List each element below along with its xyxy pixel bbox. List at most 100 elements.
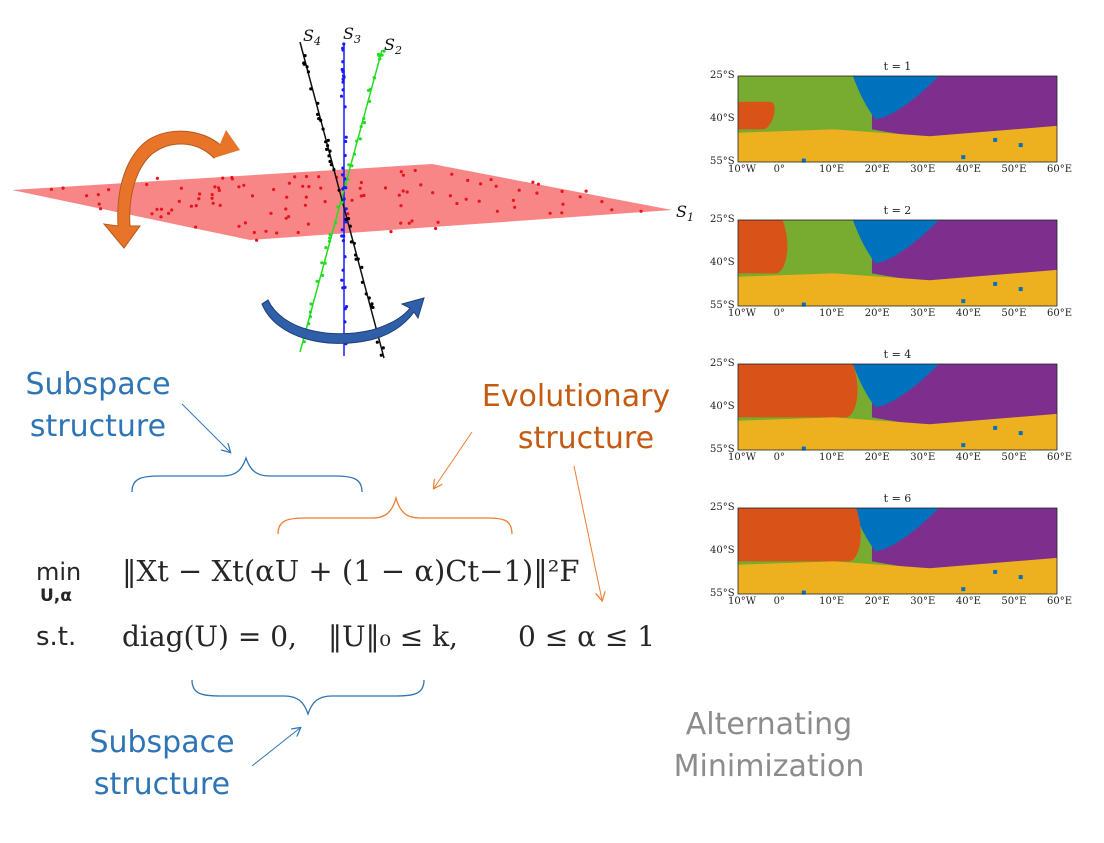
plane-point: [264, 229, 268, 233]
line-point: [340, 67, 344, 72]
region-orange: [738, 101, 775, 130]
plane-point: [284, 216, 288, 220]
x-tick: 10°W: [728, 596, 757, 607]
region-orange: [738, 508, 861, 562]
region-blue: [852, 76, 939, 119]
line-point: [320, 261, 324, 265]
line-point: [341, 70, 345, 74]
blue-speck: [801, 590, 806, 595]
plane-point: [536, 182, 541, 186]
map-frame: [737, 507, 1058, 595]
map-title: t = 4: [883, 348, 912, 361]
x-tick: 10°E: [819, 164, 845, 175]
line-point: [305, 65, 309, 69]
plane-point: [419, 183, 423, 187]
line-point: [341, 88, 345, 92]
plane-point: [230, 177, 234, 181]
map-frame: [737, 219, 1058, 307]
arrow-evolutionary-right: [573, 465, 602, 600]
x-tick: 10°E: [819, 308, 845, 319]
map-panel: t = 1 25°S 40°S 55°S 10°W 0° 10°E 20°E 30°E 40°E 5…: [700, 60, 1100, 208]
plane-point: [319, 186, 323, 190]
min-subscript: U,α: [40, 586, 72, 606]
plane-point: [179, 186, 183, 190]
line-point: [308, 315, 312, 319]
line-point: [342, 74, 346, 78]
plane-point: [194, 225, 198, 229]
y-tick: 25°S: [710, 214, 735, 225]
y-tick: 55°S: [710, 444, 735, 455]
subspace-bottom-brace: [191, 679, 425, 717]
x-tick: 50°E: [1001, 596, 1027, 607]
line-point: [348, 224, 352, 228]
line-point: [371, 305, 375, 310]
line-point: [355, 139, 359, 143]
line-point: [341, 80, 345, 84]
blue-speck: [1018, 143, 1023, 148]
map-panel: t = 6 25°S 40°S 55°S 10°W 0° 10°E 20°E 30°E 40°E 5…: [700, 492, 1100, 640]
plane-point: [217, 188, 221, 192]
constraint-diag: diag(U) = 0,: [122, 620, 297, 653]
region-yellow: [738, 269, 1057, 306]
map-plot: [737, 219, 1058, 307]
plane-point: [145, 182, 149, 187]
plane-point: [639, 209, 643, 213]
line-point: [315, 279, 319, 283]
blue-speck: [1018, 287, 1023, 292]
plane-point: [269, 211, 273, 215]
plane-point: [560, 211, 564, 215]
plane-point: [477, 199, 481, 203]
map-plot: [737, 75, 1058, 163]
plane-point: [304, 174, 309, 179]
plane-point: [189, 204, 193, 208]
region-blue: [852, 220, 939, 263]
plane-point: [237, 185, 241, 189]
plane-point: [358, 186, 362, 190]
plane-point: [359, 180, 363, 185]
line-point: [341, 268, 345, 272]
plane-point: [159, 207, 164, 211]
x-tick: 20°E: [864, 164, 890, 175]
x-tick: 30°E: [910, 596, 936, 607]
x-tick: 60°E: [1047, 164, 1073, 175]
blue-speck: [1018, 575, 1023, 580]
x-tick: 10°E: [819, 596, 845, 607]
line-point: [326, 138, 330, 142]
plane-point: [359, 194, 363, 198]
map-title: t = 2: [883, 204, 912, 217]
blue-speck: [961, 443, 966, 448]
line-point: [339, 94, 344, 98]
label-s1: S: [676, 202, 687, 221]
plane-point: [213, 185, 217, 189]
region-orange: [738, 364, 858, 418]
line-point: [341, 187, 345, 191]
arrow-evolutionary-left: [434, 431, 473, 488]
map-frame: [737, 363, 1058, 451]
plane-point: [49, 187, 54, 191]
label-s4: S: [303, 26, 314, 45]
line-point: [341, 46, 345, 50]
plane-point: [170, 208, 174, 212]
x-tick: 10°E: [819, 452, 845, 463]
plane-point: [401, 189, 405, 193]
line-point: [303, 54, 307, 58]
line-point: [346, 217, 351, 221]
line-point: [343, 255, 347, 259]
line-point: [361, 120, 365, 125]
plane-point: [306, 222, 310, 226]
plane-point: [61, 186, 65, 190]
line-point: [309, 87, 313, 91]
plane-point: [410, 219, 414, 223]
line-point: [343, 307, 347, 311]
line-point: [342, 42, 346, 46]
plane-point: [304, 195, 308, 199]
x-tick: 60°E: [1047, 452, 1073, 463]
plane-point: [323, 200, 327, 204]
plane-point: [383, 186, 388, 190]
line-point: [344, 135, 348, 139]
map-panel: t = 4 25°S 40°S 55°S 10°W 0° 10°E 20°E 30°E 40°E 5…: [700, 348, 1100, 496]
line-point: [382, 49, 386, 53]
plane-point: [531, 180, 535, 184]
plane-point: [197, 197, 201, 201]
plane-point: [96, 193, 100, 197]
